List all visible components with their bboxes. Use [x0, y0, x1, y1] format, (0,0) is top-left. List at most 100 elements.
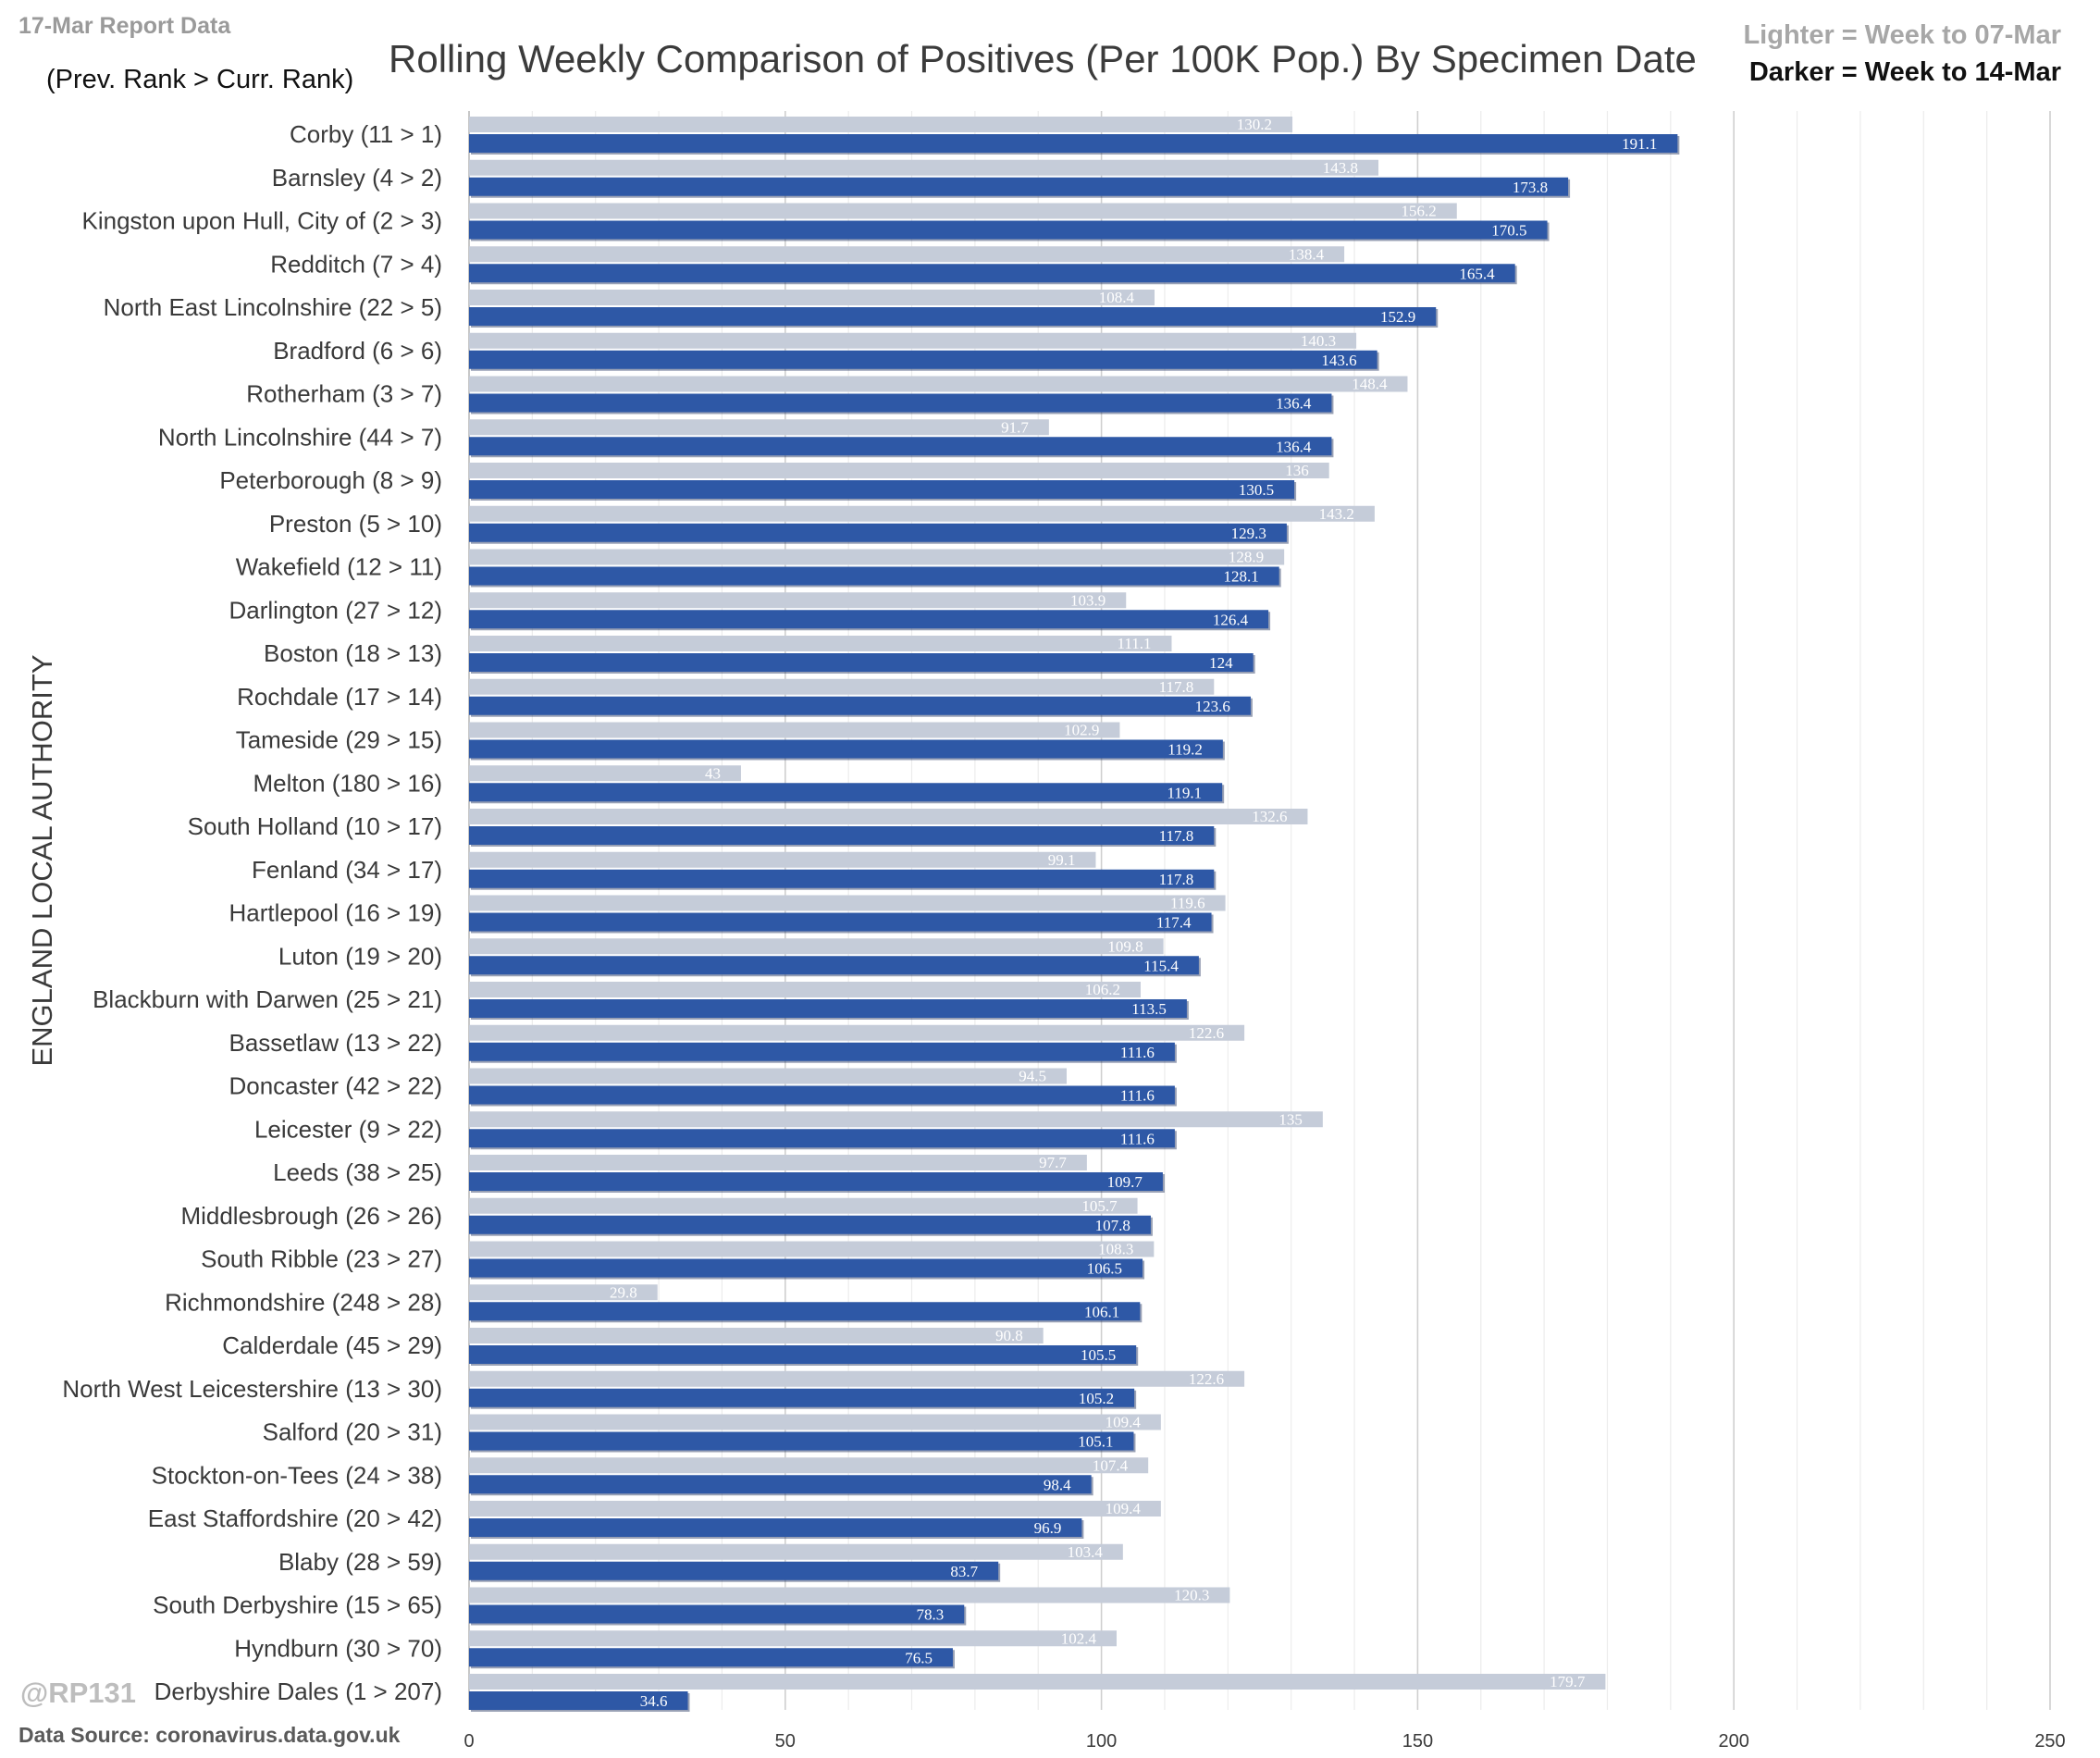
category-label: Doncaster (42 > 22) [229, 1072, 442, 1100]
data-label-week-to-14-mar: 136.4 [1276, 438, 1312, 455]
category-label: Barnsley (4 > 2) [272, 164, 442, 192]
bar-week-to-07-mar [469, 1501, 1161, 1517]
data-label-week-to-07-mar: 143.8 [1323, 159, 1358, 177]
bar-week-to-14-mar [469, 999, 1187, 1018]
category-label: North Lincolnshire (44 > 7) [158, 423, 442, 451]
bar-week-to-07-mar [469, 1197, 1138, 1214]
data-label-week-to-07-mar: 108.4 [1099, 289, 1135, 306]
data-label-week-to-07-mar: 106.2 [1085, 981, 1120, 998]
category-label: Leeds (38 > 25) [273, 1158, 442, 1186]
data-label-week-to-07-mar: 136 [1285, 462, 1309, 479]
bar-week-to-14-mar [469, 869, 1215, 888]
data-label-week-to-14-mar: 130.5 [1239, 481, 1274, 499]
legend-darker-series: Darker = Week to 14-Mar [1748, 57, 2061, 87]
category-label: Blaby (28 > 59) [278, 1548, 442, 1576]
category-label: Rotherham (3 > 7) [246, 380, 442, 408]
data-label-week-to-07-mar: 148.4 [1352, 376, 1388, 393]
data-label-week-to-14-mar: 128.1 [1223, 568, 1258, 586]
bar-week-to-07-mar [469, 419, 1049, 436]
author-watermark: @RP131 [20, 1677, 137, 1709]
x-tick-label: 100 [1086, 1731, 1117, 1752]
bar-week-to-14-mar [469, 1129, 1175, 1148]
bar-week-to-07-mar [469, 938, 1164, 955]
data-label-week-to-14-mar: 113.5 [1131, 1000, 1167, 1018]
bar-week-to-14-mar [469, 1302, 1141, 1321]
category-label: Middlesbrough (26 > 26) [180, 1202, 442, 1230]
bar-week-to-07-mar [469, 678, 1215, 695]
bar-week-to-07-mar [469, 1587, 1230, 1603]
category-label: Leicester (9 > 22) [254, 1115, 442, 1143]
category-label: Hartlepool (16 > 19) [229, 899, 442, 927]
data-label-week-to-14-mar: 165.4 [1459, 265, 1495, 282]
category-label: Bassetlaw (13 > 22) [229, 1029, 442, 1057]
data-label-week-to-07-mar: 109.4 [1106, 1414, 1142, 1431]
bar-week-to-07-mar [469, 1241, 1155, 1257]
bar-week-to-07-mar [469, 290, 1155, 305]
bar-week-to-14-mar [469, 220, 1548, 240]
category-label: Peterborough (8 > 9) [219, 466, 442, 494]
category-label: Melton (180 > 16) [253, 769, 442, 797]
data-label-week-to-14-mar: 119.2 [1167, 741, 1203, 759]
bar-week-to-14-mar [469, 1345, 1137, 1364]
bar-week-to-07-mar [469, 1155, 1087, 1170]
category-label: Stockton-on-Tees (24 > 38) [152, 1461, 442, 1489]
bar-week-to-07-mar [469, 982, 1141, 997]
bar-week-to-14-mar [469, 1431, 1134, 1451]
data-label-week-to-07-mar: 43 [705, 764, 721, 782]
bar-week-to-07-mar [469, 1068, 1068, 1084]
bar-week-to-14-mar [469, 1215, 1151, 1234]
data-label-week-to-14-mar: 152.9 [1380, 308, 1415, 326]
data-label-week-to-07-mar: 90.8 [995, 1327, 1023, 1344]
bar-week-to-07-mar [469, 722, 1120, 738]
bar-week-to-14-mar [469, 696, 1251, 715]
data-label-week-to-07-mar: 143.2 [1319, 505, 1354, 523]
category-label: Hyndburn (30 > 70) [234, 1634, 442, 1662]
data-label-week-to-07-mar: 140.3 [1301, 332, 1336, 350]
data-label-week-to-14-mar: 191.1 [1622, 135, 1657, 153]
bar-week-to-07-mar [469, 1111, 1323, 1128]
bar-week-to-14-mar [469, 783, 1223, 802]
data-label-week-to-07-mar: 122.6 [1189, 1024, 1224, 1042]
bar-week-to-14-mar [469, 826, 1215, 845]
bar-week-to-14-mar [469, 1518, 1082, 1537]
bar-week-to-07-mar [469, 332, 1357, 349]
data-label-week-to-14-mar: 109.7 [1107, 1173, 1143, 1191]
data-label-week-to-14-mar: 129.3 [1231, 525, 1266, 542]
data-label-week-to-14-mar: 106.5 [1087, 1260, 1122, 1278]
x-tick-label: 0 [463, 1731, 474, 1752]
data-label-week-to-14-mar: 124 [1209, 654, 1233, 672]
category-label: South Ribble (23 > 27) [201, 1245, 442, 1273]
bar-week-to-14-mar [469, 134, 1678, 153]
data-label-week-to-07-mar: 117.8 [1159, 678, 1194, 696]
bar-week-to-14-mar [469, 1561, 999, 1580]
bar-week-to-14-mar [469, 307, 1437, 326]
bar-week-to-07-mar [469, 159, 1379, 176]
bar-week-to-07-mar [469, 1414, 1161, 1430]
data-label-week-to-07-mar: 179.7 [1550, 1673, 1586, 1690]
category-label: Darlington (27 > 12) [229, 596, 442, 624]
data-label-week-to-14-mar: 123.6 [1195, 698, 1230, 715]
data-label-week-to-07-mar: 94.5 [1019, 1068, 1046, 1085]
bar-week-to-14-mar [469, 1172, 1163, 1191]
x-tick-label: 250 [2034, 1731, 2065, 1752]
bar-week-to-14-mar [469, 1042, 1175, 1061]
data-label-week-to-07-mar: 122.6 [1189, 1370, 1224, 1388]
data-label-week-to-07-mar: 97.7 [1039, 1154, 1067, 1171]
data-label-week-to-07-mar: 135 [1279, 1110, 1303, 1128]
category-label: Luton (19 > 20) [278, 942, 442, 970]
data-label-week-to-14-mar: 105.2 [1079, 1390, 1114, 1407]
bar-week-to-07-mar [469, 592, 1127, 609]
bar-week-to-07-mar [469, 1543, 1123, 1560]
data-label-week-to-14-mar: 83.7 [950, 1563, 978, 1580]
category-label: Bradford (6 > 6) [273, 337, 442, 365]
data-label-week-to-14-mar: 107.8 [1095, 1217, 1130, 1234]
report-date-tag: 17-Mar Report Data [19, 13, 231, 39]
data-label-week-to-14-mar: 78.3 [917, 1606, 945, 1624]
data-label-week-to-07-mar: 103.4 [1068, 1543, 1104, 1561]
category-label: Fenland (34 > 17) [252, 856, 442, 884]
rank-note: (Prev. Rank > Curr. Rank) [46, 65, 354, 94]
data-label-week-to-14-mar: 126.4 [1213, 611, 1249, 628]
bar-week-to-14-mar [469, 739, 1223, 759]
category-label: Preston (5 > 10) [269, 510, 442, 538]
bar-week-to-14-mar [469, 912, 1212, 932]
